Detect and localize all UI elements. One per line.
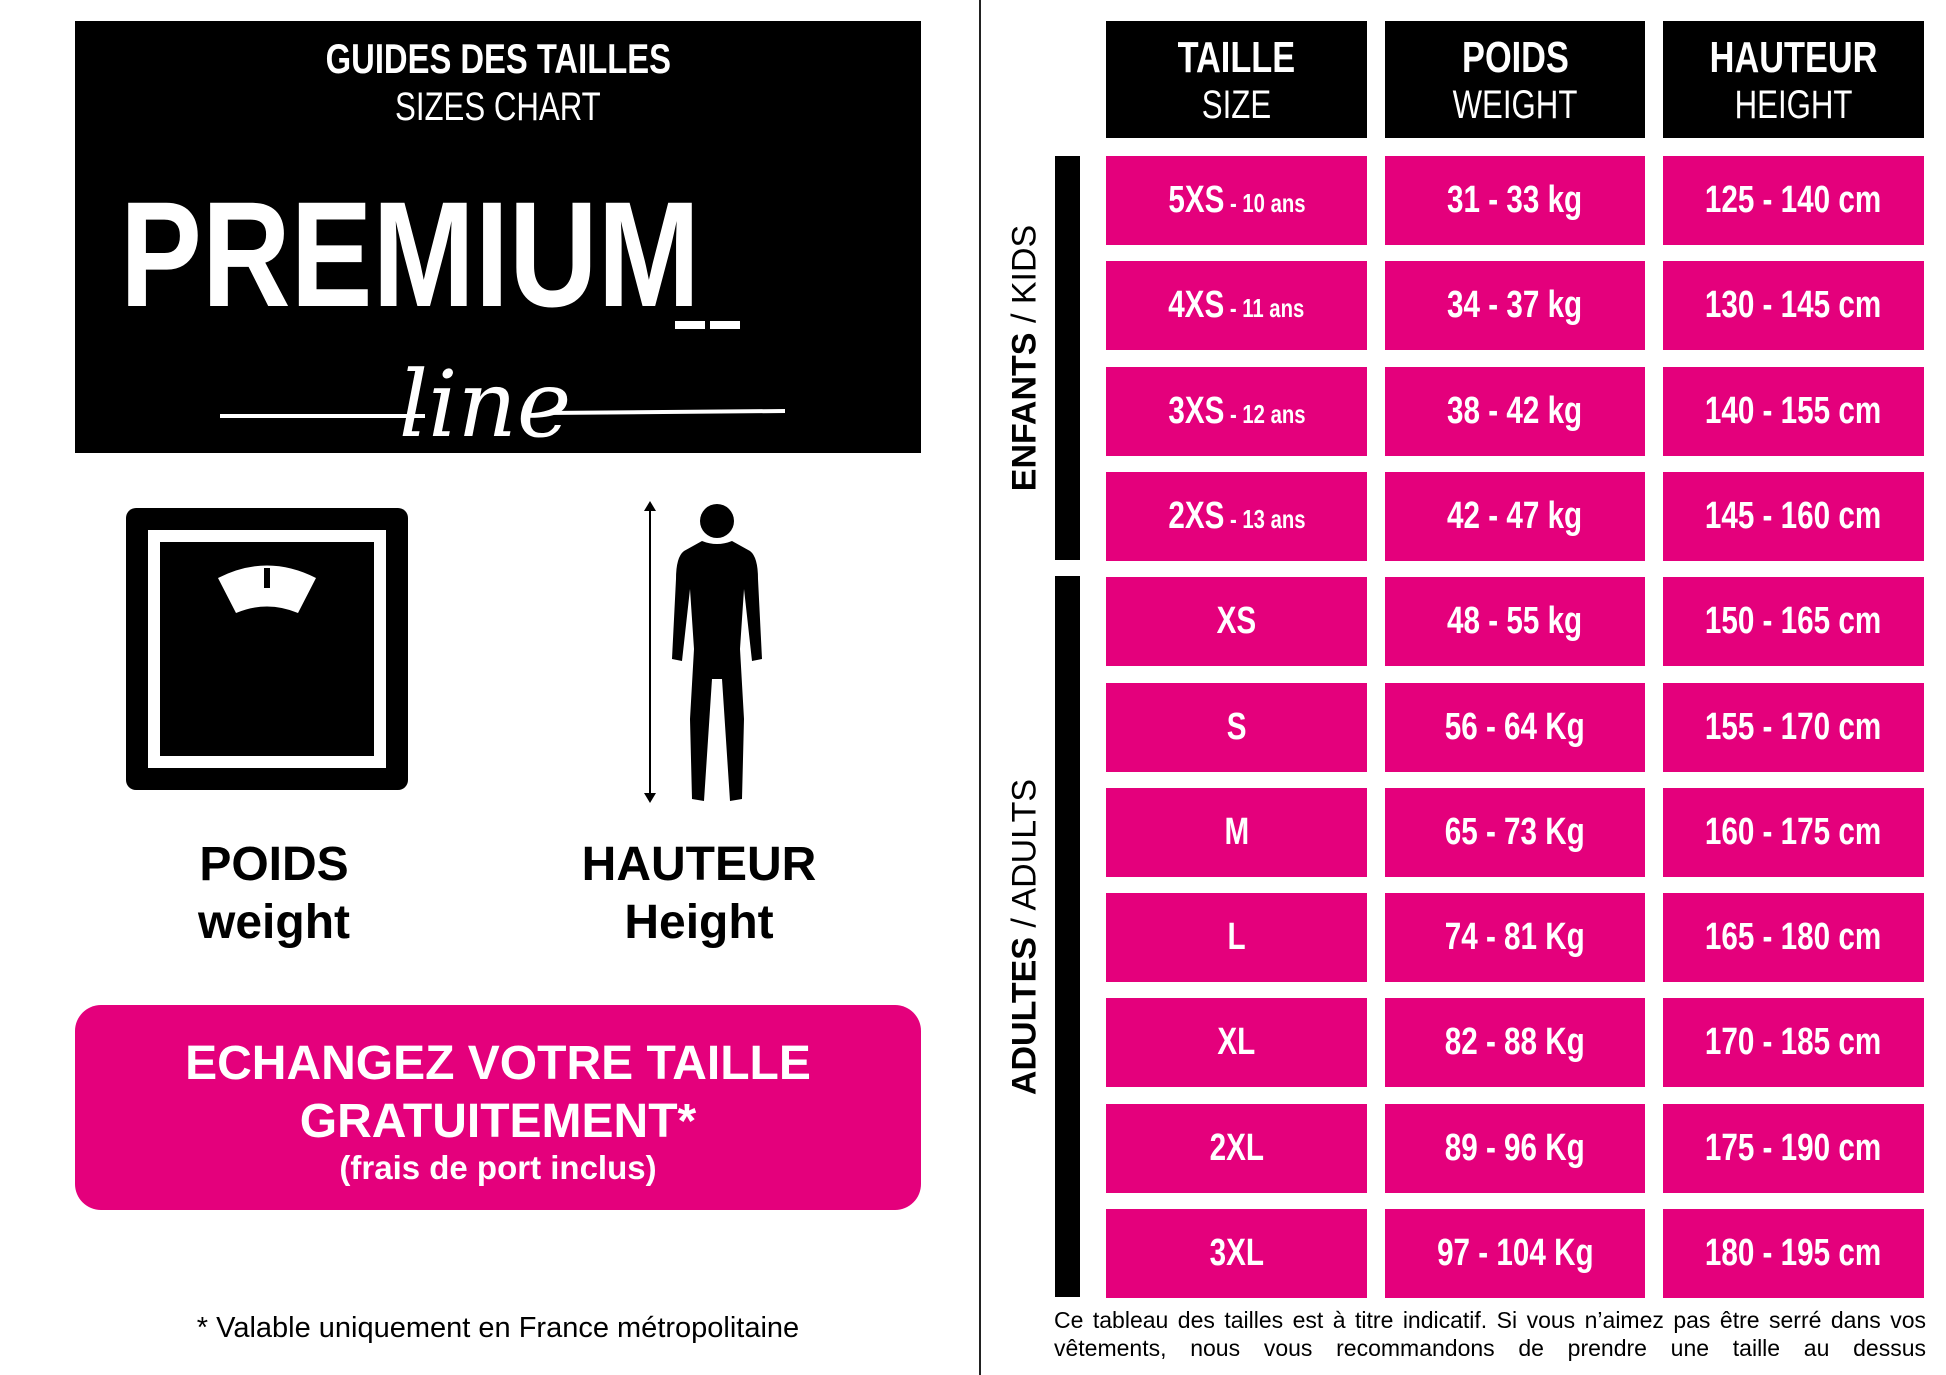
footnote: * Valable uniquement en France métropoli…: [196, 1312, 800, 1344]
height-cell: 165 - 180 cm: [1663, 893, 1924, 983]
size-cell: 5XS - 10 ans: [1106, 156, 1367, 245]
adults-group-bar: [1055, 576, 1080, 1297]
weight-cell: 74 - 81 Kg: [1385, 893, 1645, 983]
weight-cell: 56 - 64 Kg: [1385, 682, 1645, 772]
scale-icon: [126, 508, 408, 790]
person-height-icon: [644, 501, 762, 803]
height-cell: 140 - 155 cm: [1663, 366, 1924, 456]
height-cell: 160 - 175 cm: [1663, 787, 1924, 877]
weight-cell: 38 - 42 kg: [1385, 366, 1645, 456]
size-cell: 3XL: [1106, 1209, 1367, 1298]
table-note: Ce tableau des tailles est à titre indic…: [1054, 1307, 1926, 1361]
size-cell: XL: [1106, 998, 1367, 1088]
height-cell: 155 - 170 cm: [1663, 682, 1924, 772]
adults-group-label: ADULTES / ADULTS: [1005, 778, 1044, 1096]
free-exchange-banner: ECHANGEZ VOTRE TAILLE GRATUITEMENT* (fra…: [75, 1005, 921, 1210]
header-size: TAILLE SIZE: [1106, 21, 1367, 138]
weight-cell: 65 - 73 Kg: [1385, 787, 1645, 877]
size-cell: XS: [1106, 577, 1367, 667]
weight-cell: 82 - 88 Kg: [1385, 998, 1645, 1088]
size-cell: 3XS - 12 ans: [1106, 366, 1367, 456]
premium-line-logo: PREMIUM line: [120, 170, 786, 453]
height-cell: 170 - 185 cm: [1663, 998, 1924, 1088]
size-cell: 4XS - 11 ans: [1106, 261, 1367, 351]
guide-title: GUIDES DES TAILLES: [325, 35, 671, 82]
height-label: HAUTEUR Height: [581, 838, 817, 949]
weight-cell: 42 - 47 kg: [1385, 471, 1645, 561]
size-cell: 2XS - 13 ans: [1106, 471, 1367, 561]
kids-group-bar: [1055, 156, 1080, 560]
weight-cell: 97 - 104 Kg: [1385, 1209, 1645, 1298]
weight-cell: 34 - 37 kg: [1385, 261, 1645, 351]
weight-cell: 31 - 33 kg: [1385, 156, 1645, 245]
height-cell: 130 - 145 cm: [1663, 261, 1924, 351]
guide-subtitle: SIZES CHART: [395, 85, 601, 129]
divider: [979, 0, 981, 1375]
kids-group-label: ENFANTS / KIDS: [1005, 224, 1044, 492]
weight-label: POIDS weight: [198, 838, 350, 949]
size-cell: 2XL: [1106, 1103, 1367, 1193]
logo-main-text: PREMIUM: [120, 170, 700, 338]
weight-cell: 89 - 96 Kg: [1385, 1103, 1645, 1193]
height-cell: 125 - 140 cm: [1663, 156, 1924, 245]
height-cell: 175 - 190 cm: [1663, 1103, 1924, 1193]
size-cell: M: [1106, 787, 1367, 877]
height-cell: 150 - 165 cm: [1663, 577, 1924, 667]
logo-script-text: line: [399, 351, 572, 453]
header-height: HAUTEUR HEIGHT: [1663, 21, 1924, 138]
weight-cell: 48 - 55 kg: [1385, 577, 1645, 667]
header-weight: POIDS WEIGHT: [1385, 21, 1645, 138]
height-cell: 145 - 160 cm: [1663, 471, 1924, 561]
brand-header: GUIDES DES TAILLES SIZES CHART PREMIUM l…: [75, 21, 921, 453]
height-cell: 180 - 195 cm: [1663, 1209, 1924, 1298]
size-cell: L: [1106, 893, 1367, 983]
size-cell: S: [1106, 682, 1367, 772]
